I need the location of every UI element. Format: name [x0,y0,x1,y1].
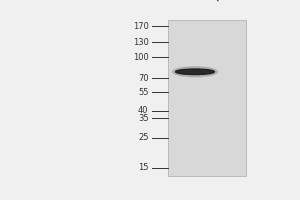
Text: 55: 55 [138,88,148,97]
Text: 15: 15 [138,163,148,172]
Text: Jurkat: Jurkat [198,0,225,2]
Text: 40: 40 [138,106,148,115]
Text: 70: 70 [138,74,148,83]
Text: 35: 35 [138,114,148,123]
Bar [168,20,246,176]
Text: 25: 25 [138,133,148,142]
Text: 100: 100 [133,53,148,62]
Ellipse shape [172,67,218,77]
Ellipse shape [176,69,214,75]
Text: 170: 170 [133,22,148,31]
Text: 130: 130 [133,38,148,47]
